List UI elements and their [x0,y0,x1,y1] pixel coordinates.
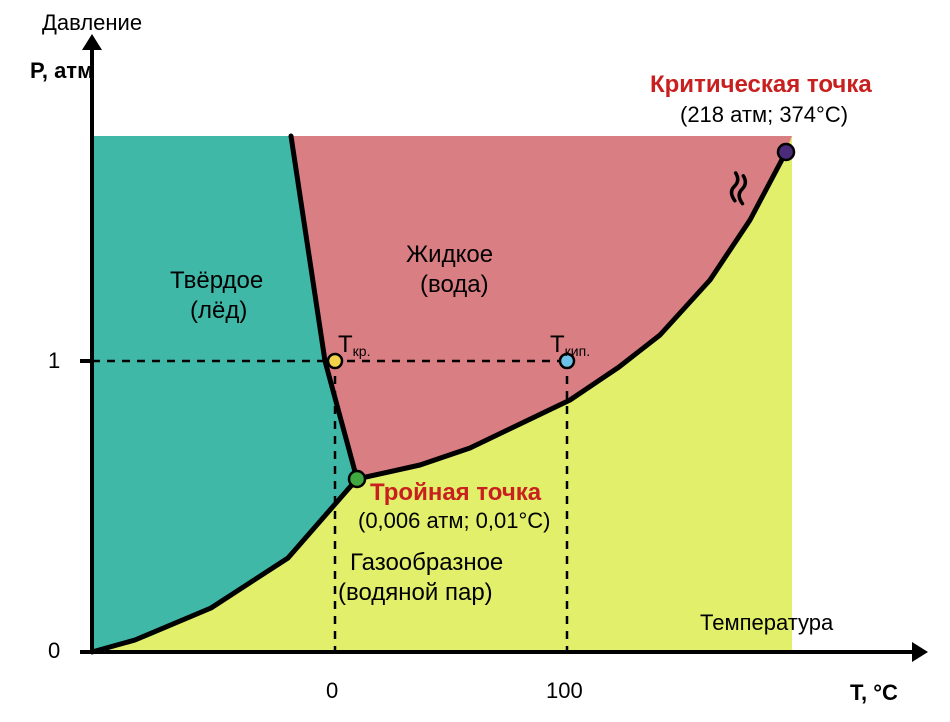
critical-point-coords: (218 атм; 374°C) [680,102,848,127]
x-axis-arrow-icon [912,642,928,662]
x-axis-unit: T, °C [850,680,898,705]
y-tick-label-1: 1 [48,348,60,373]
solid-label: Твёрдое [170,267,263,294]
x-axis-title: Температура [700,610,834,635]
triple-point-coords: (0,006 атм; 0,01°C) [358,508,551,533]
critical-point-marker [778,144,794,160]
triple-point-marker [349,471,365,487]
y-axis-arrow-icon [82,34,102,50]
triple-point-label: Тройная точка [370,479,542,506]
y-axis-unit: P, атм [30,58,93,83]
phase-diagram: Давление P, атм 1 0 0 100 Температура T,… [0,0,950,722]
gas-label: Газообразное [350,549,503,576]
y-axis-title: Давление [42,10,142,35]
gas-sublabel: (водяной пар) [338,579,493,606]
solid-sublabel: (лёд) [190,297,247,324]
critical-point-label: Критическая точка [650,71,872,98]
x-tick-label-100: 100 [546,678,583,703]
y-origin-label: 0 [48,638,60,663]
liquid-sublabel: (вода) [420,271,489,298]
x-tick-label-0: 0 [326,678,338,703]
liquid-label: Жидкое [406,241,493,268]
